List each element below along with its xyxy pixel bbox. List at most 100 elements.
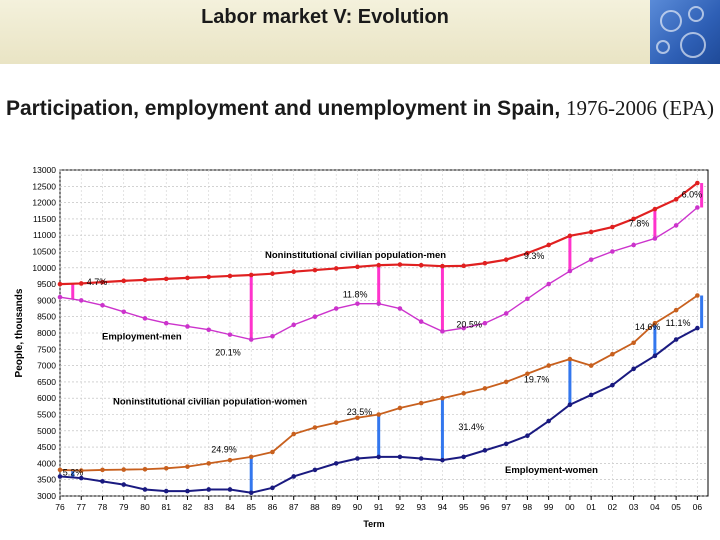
men-employment-point [376,301,381,306]
men-population-point [461,263,466,269]
women-employment-point [440,457,445,463]
men-gap-label: 20.1% [215,348,241,358]
men-employment-point [270,333,275,339]
men-population-point [206,274,212,280]
women-employment-point [100,479,105,484]
women-employment-point [461,454,466,460]
men-employment-label: Employment-men [102,332,182,343]
men-employment-point [503,311,509,316]
subtitle-plain: 1976-2006 (EPA) [566,96,715,120]
women-population-point [695,293,700,298]
women-employment-point [163,488,169,494]
y-tick-label: 8500 [37,312,56,322]
y-tick-label: 9500 [37,279,56,289]
men-population-point [355,264,360,270]
women-population-point [631,340,636,346]
labor-market-chart: 3000 3500 4000 4500 5000 5500 6000 6500 7000 7500… [14,165,709,529]
x-tick-label: 93 [416,502,426,512]
women-gap-label: 23.5% [347,407,373,417]
x-axis-label: Term [363,519,384,529]
men-employment-point [248,337,254,342]
women-population-point [100,467,105,473]
men-employment-point [482,320,488,326]
women-population-point [227,457,233,463]
women-employment-point [673,337,679,342]
men-employment-point [78,298,84,303]
women-employment-point [652,353,658,359]
women-population-point [418,400,424,406]
women-population-point [78,468,84,473]
men-population-point [185,275,190,281]
men-population-point [695,180,700,186]
women-employment-point [695,325,700,331]
women-employment-point [588,392,594,398]
men-population-point [503,257,509,262]
x-tick-label: 06 [693,502,703,512]
circle-icon [660,10,682,32]
men-gap-label: 7.8% [629,218,650,228]
men-population-point [397,262,403,267]
women-employment-point [206,487,212,492]
women-population-point [355,415,360,421]
x-tick-label: 80 [140,502,150,512]
women-population-label: Noninstitutional civilian population-wom… [113,397,307,408]
x-tick-label: 84 [225,502,235,512]
men-population-point [78,281,84,286]
women-population-point [270,449,275,455]
women-gap-label: 19.7% [524,375,550,385]
women-employment-point [525,433,530,438]
men-population-point [567,233,573,239]
women-employment-point [121,482,127,487]
x-tick-label: 00 [565,502,575,512]
x-tick-label: 94 [438,502,448,512]
y-tick-label: 5500 [37,410,56,420]
x-tick-label: 81 [161,502,171,512]
women-population-point [291,431,297,437]
y-tick-label: 4000 [37,458,56,468]
y-tick-label: 6500 [37,377,56,387]
men-gap-label: 6.0% [682,189,703,199]
women-employment-point [397,454,403,460]
women-population-point [142,466,148,472]
women-population-point [206,461,212,466]
y-tick-label: 7000 [37,361,56,371]
men-employment-point [206,327,212,333]
x-tick-label: 05 [671,502,681,512]
x-tick-label: 86 [268,502,278,512]
x-tick-label: 88 [310,502,320,512]
men-population-label: Noninstitutional civilian population-men [265,250,446,261]
x-tick-label: 99 [544,502,554,512]
men-population-point [312,267,318,273]
women-population-point [546,363,551,368]
women-population-point [121,467,127,472]
subtitle-bold: Participation, employment and unemployme… [5,97,561,120]
header-band [0,0,720,64]
y-tick-label: 13000 [32,165,56,175]
men-employment-point [546,281,551,287]
women-population-point [503,379,509,385]
men-employment-point [185,324,190,329]
y-axis-label: People, thousands [14,288,25,377]
women-population-point [673,307,679,313]
x-tick-label: 92 [395,502,405,512]
men-employment-point [333,306,339,311]
women-employment-point [418,456,424,461]
women-employment-point [333,461,339,466]
x-tick-label: 83 [204,502,214,512]
circle-icon [688,6,704,22]
x-tick-label: 82 [183,502,193,512]
x-tick-label: 98 [523,502,533,512]
x-tick-label: 97 [501,502,511,512]
men-employment-point [695,205,700,210]
women-employment-point [291,474,297,479]
circle-icon [656,40,670,54]
men-population-point [248,272,254,278]
men-population-point [142,277,148,283]
women-population-point [185,464,190,469]
y-tick-label: 12500 [32,181,56,191]
y-tick-label: 3500 [37,475,56,485]
x-tick-label: 77 [77,502,87,512]
men-employment-point [588,257,594,262]
y-tick-label: 9000 [37,295,56,305]
men-employment-point [227,332,233,337]
